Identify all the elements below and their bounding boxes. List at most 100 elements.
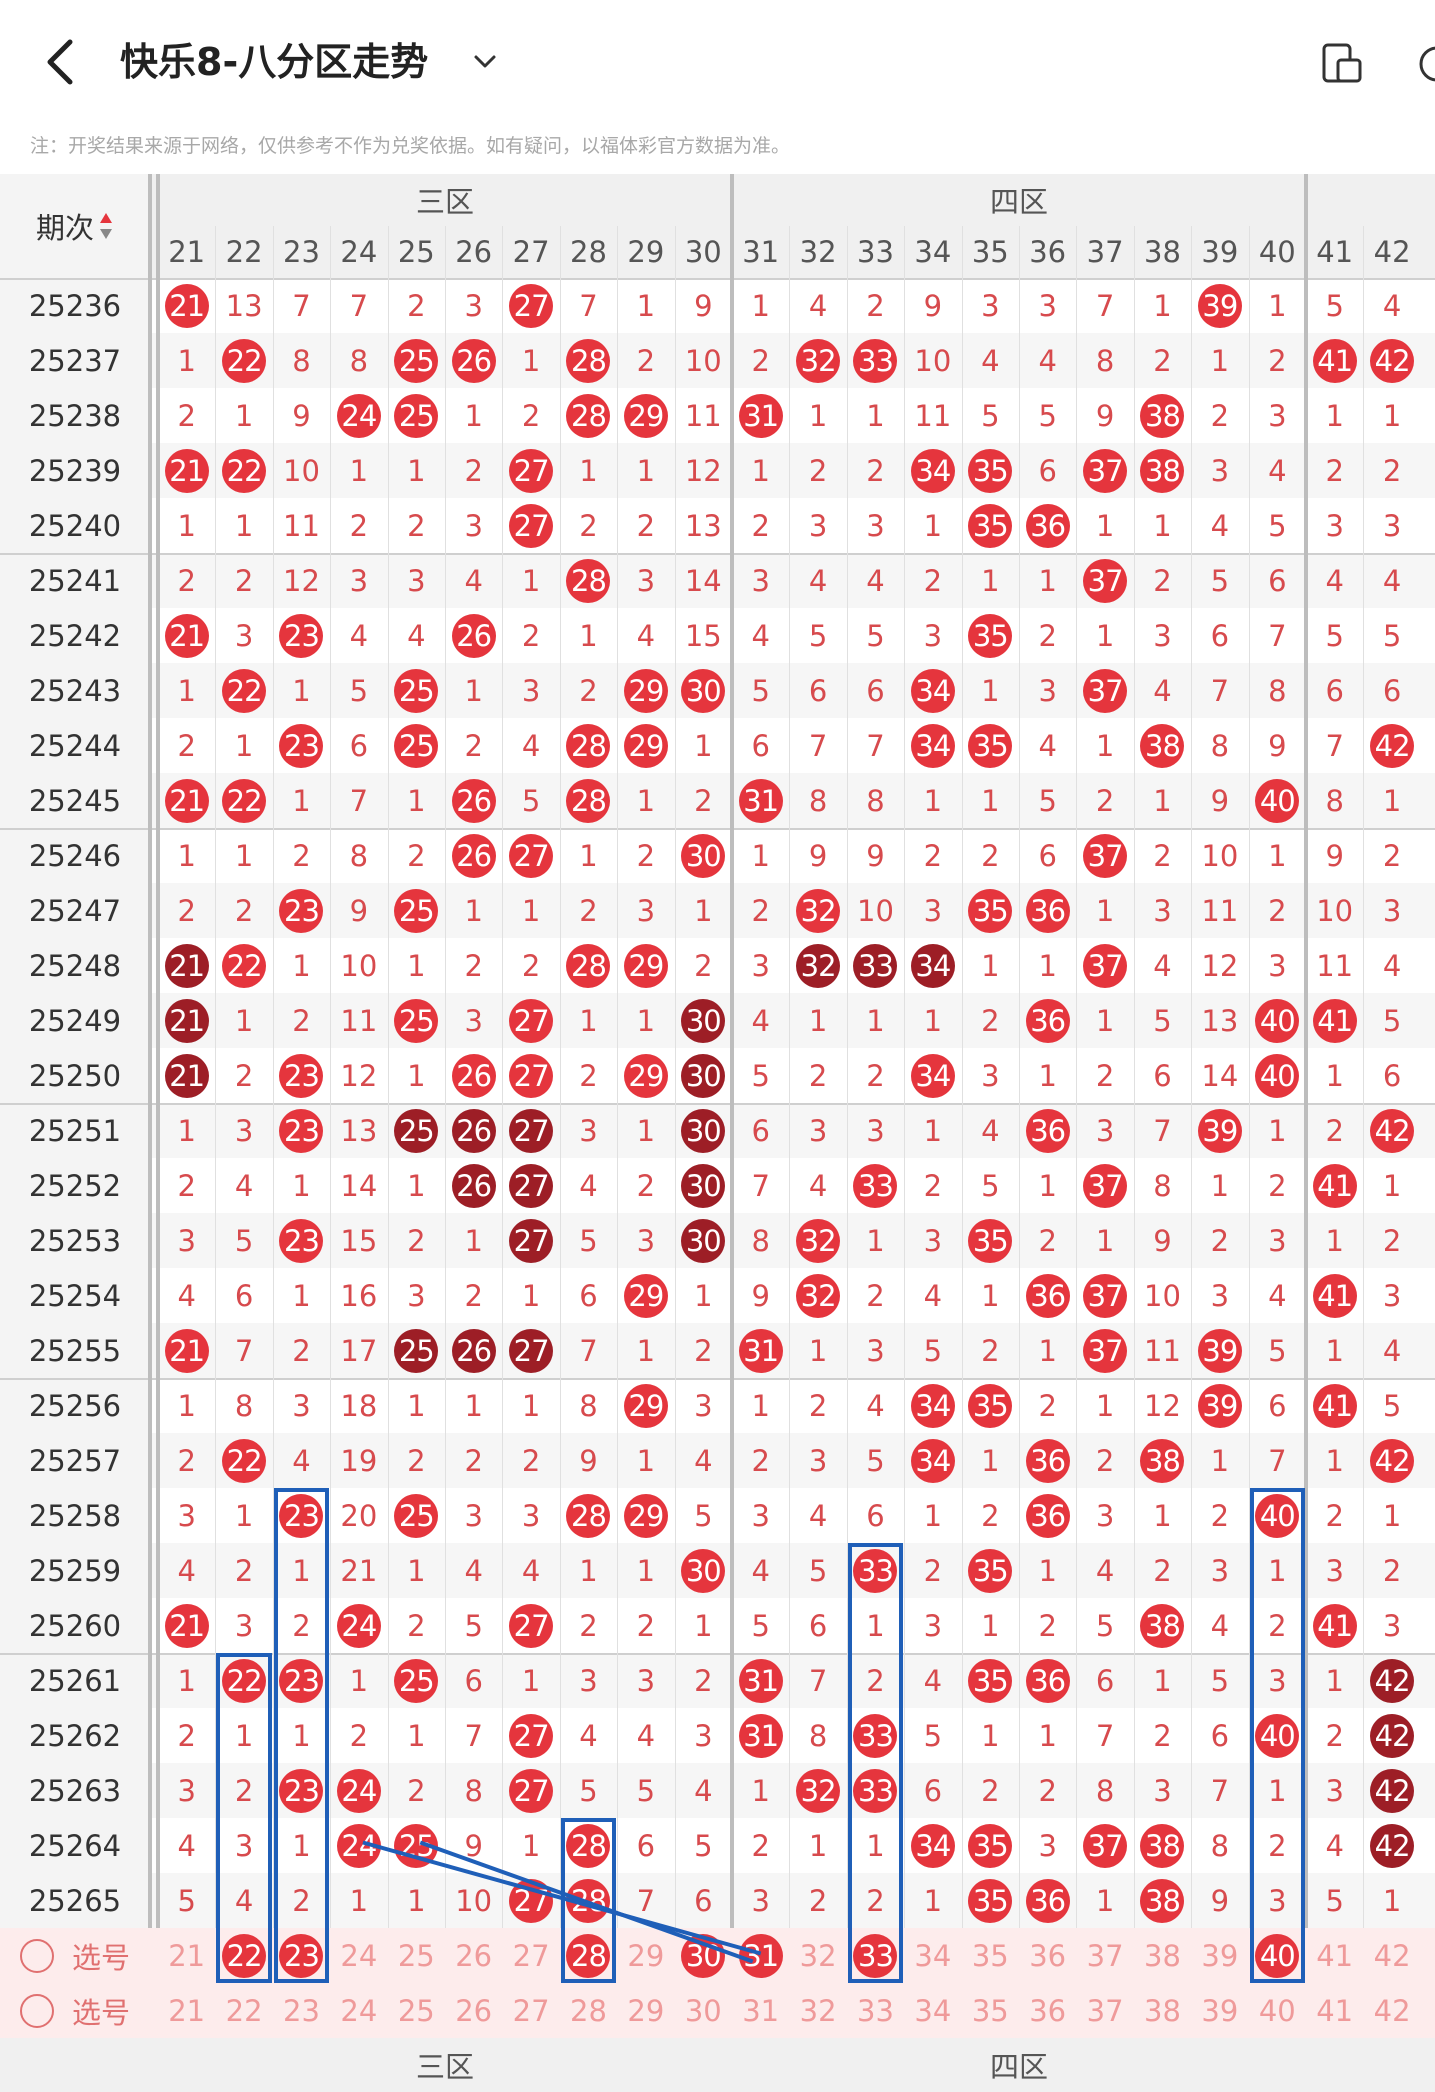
miss-count: 1 <box>636 1003 656 1038</box>
ball: 37 <box>1083 1163 1128 1208</box>
draw-ball: 28 <box>560 718 617 773</box>
ball: 23 <box>279 1933 324 1978</box>
history-icon[interactable] <box>1415 42 1435 86</box>
back-arrow-icon[interactable] <box>38 32 88 92</box>
radio-circle-icon[interactable] <box>19 1993 54 2028</box>
selectable-number[interactable]: 23 <box>283 1993 320 2028</box>
miss-count: 14 <box>684 563 722 598</box>
miss-count: 6 <box>751 1113 770 1148</box>
selectable-number[interactable]: 29 <box>627 1993 665 2028</box>
miss-count: 10 <box>684 343 722 378</box>
miss-count: 4 <box>1153 948 1172 983</box>
selectable-number[interactable]: 25 <box>397 1938 435 1973</box>
selectable-number[interactable]: 26 <box>455 1938 493 1973</box>
selectable-number[interactable]: 42 <box>1373 1993 1411 2028</box>
selectable-number[interactable]: 32 <box>799 1993 837 2028</box>
selectable-number[interactable]: 37 <box>1086 1993 1124 2028</box>
selectable-number[interactable]: 21 <box>168 1938 206 1973</box>
selectable-number[interactable]: 36 <box>1029 1938 1067 1973</box>
draw-ball: 23 <box>273 1103 330 1158</box>
period-column-bg <box>0 174 150 2092</box>
ball: 33 <box>853 1768 898 1813</box>
miss-count: 1 <box>407 1553 426 1588</box>
miss-count: 2 <box>1038 618 1057 653</box>
miss-count: 3 <box>1382 508 1402 543</box>
row-stripe <box>150 663 1435 718</box>
group-divider <box>0 828 1435 830</box>
ball: 40 <box>1255 1053 1300 1098</box>
chevron-down-icon[interactable] <box>470 46 500 76</box>
selectable-number[interactable]: 39 <box>1201 1993 1239 2028</box>
selectable-number[interactable]: 27 <box>512 1993 550 2028</box>
miss-count: 5 <box>1038 398 1057 433</box>
selectable-number[interactable]: 34 <box>914 1938 952 1973</box>
selectable-number[interactable]: 27 <box>512 1938 550 1973</box>
row-stripe <box>150 553 1435 608</box>
draw-ball: 40 <box>1249 1488 1306 1543</box>
selected-ball[interactable]: 40 <box>1249 1928 1306 1983</box>
ball: 29 <box>623 943 668 988</box>
selectable-number[interactable]: 41 <box>1316 1993 1354 2028</box>
selectable-number[interactable]: 24 <box>340 1993 378 2028</box>
selectable-number[interactable]: 40 <box>1258 1993 1296 2028</box>
selectable-number[interactable]: 33 <box>857 1993 894 2028</box>
miss-count: 1 <box>1382 398 1402 433</box>
miss-count: 1 <box>1095 893 1115 928</box>
selectable-number[interactable]: 32 <box>799 1938 837 1973</box>
trend-table[interactable]: 期次 三区 四区 21 22 23 24 25 26 27 28 29 30 31 32 33 34 35 36 37… <box>0 174 1435 2092</box>
selectable-number[interactable]: 24 <box>340 1938 378 1973</box>
app-header: 快乐8-八分区走势 <box>0 0 1435 125</box>
radio-circle-icon[interactable] <box>19 1938 54 1973</box>
ball: 23 <box>279 1108 324 1153</box>
selectable-number[interactable]: 30 <box>684 1993 722 2028</box>
selectable-number[interactable]: 26 <box>455 1993 493 2028</box>
draw-ball: 21 <box>158 608 215 663</box>
column-number: 38 <box>1144 235 1181 269</box>
miss-count: 3 <box>464 1498 483 1533</box>
miss-count: 2 <box>407 1773 426 1808</box>
miss-count: 2 <box>981 1333 1000 1368</box>
selected-ball[interactable]: 23 <box>273 1928 330 1983</box>
selectable-number[interactable]: 37 <box>1086 1938 1124 1973</box>
draw-ball: 37 <box>1076 553 1133 608</box>
selectable-number[interactable]: 29 <box>627 1938 665 1973</box>
selectable-number[interactable]: 35 <box>971 1993 1009 2028</box>
miss-count: 1 <box>407 948 426 983</box>
selected-ball[interactable]: 30 <box>675 1928 732 1983</box>
selectable-number[interactable]: 25 <box>397 1993 435 2028</box>
selectable-number[interactable]: 41 <box>1316 1938 1354 1973</box>
miss-count: 7 <box>1268 1443 1287 1478</box>
select-row-label[interactable]: 选号 <box>0 1928 150 1983</box>
selectable-number[interactable]: 22 <box>225 1993 263 2028</box>
draw-ball: 28 <box>560 333 617 388</box>
screen-rotate-icon[interactable] <box>1320 42 1364 84</box>
selectable-number[interactable]: 39 <box>1201 1938 1239 1973</box>
sort-icon[interactable] <box>98 211 114 241</box>
draw-ball: 26 <box>445 1158 502 1213</box>
grid-line <box>617 226 619 2038</box>
selected-ball[interactable]: 33 <box>847 1928 904 1983</box>
draw-ball: 27 <box>502 993 559 1048</box>
selectable-number[interactable]: 31 <box>742 1993 780 2028</box>
selectable-number[interactable]: 42 <box>1373 1938 1411 1973</box>
ball: 25 <box>394 1328 439 1373</box>
selectable-number[interactable]: 38 <box>1144 1938 1181 1973</box>
ball: 42 <box>1370 1823 1415 1868</box>
selectable-number[interactable]: 38 <box>1144 1993 1181 2028</box>
miss-count: 1 <box>1095 1883 1115 1918</box>
draw-ball: 23 <box>273 1488 330 1543</box>
selectable-number[interactable]: 36 <box>1029 1993 1067 2028</box>
selectable-number[interactable]: 35 <box>971 1938 1009 1973</box>
selectable-number[interactable]: 21 <box>168 1993 206 2028</box>
miss-count: 1 <box>808 1333 828 1368</box>
miss-count: 3 <box>808 1113 828 1148</box>
miss-count: 2 <box>464 1278 483 1313</box>
miss-count: 4 <box>177 1278 196 1313</box>
selectable-number[interactable]: 34 <box>914 1993 952 2028</box>
period-header[interactable]: 期次 <box>0 174 150 278</box>
selected-ball[interactable]: 22 <box>215 1928 272 1983</box>
selected-ball[interactable]: 31 <box>732 1928 789 1983</box>
selectable-number[interactable]: 28 <box>570 1993 607 2028</box>
miss-count: 5 <box>923 1333 943 1368</box>
select-row-label[interactable]: 选号 <box>0 1983 150 2038</box>
